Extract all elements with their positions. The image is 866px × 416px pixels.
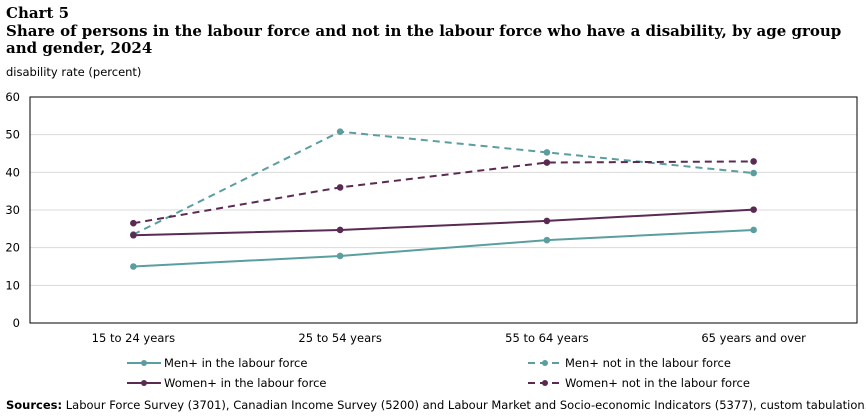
data-point xyxy=(750,158,757,165)
data-point xyxy=(750,226,757,234)
data-point xyxy=(130,263,137,270)
sources-note: Sources: Labour Force Survey (3701), Can… xyxy=(6,398,866,412)
legend-swatch-marker xyxy=(141,380,147,386)
series-line-2 xyxy=(132,130,754,236)
series-line-1 xyxy=(133,228,754,268)
data-point xyxy=(750,206,757,213)
legend-label: Men+ in the labour force xyxy=(164,356,307,370)
data-point xyxy=(336,184,344,191)
x-tick-label: 15 to 24 years xyxy=(92,331,175,345)
legend-label: Women+ in the labour force xyxy=(164,376,326,390)
data-point xyxy=(543,217,551,225)
series-line-4 xyxy=(133,160,754,225)
data-point xyxy=(543,159,551,166)
y-tick-label: 20 xyxy=(5,241,20,255)
plot-frame xyxy=(29,96,858,324)
series-line-3 xyxy=(133,208,754,237)
data-point xyxy=(130,219,137,227)
legend-swatch-marker xyxy=(141,360,147,366)
legend-swatch-marker xyxy=(542,360,548,366)
y-tick-label: 60 xyxy=(5,90,20,104)
chart-title: Share of persons in the labour force and… xyxy=(6,22,842,57)
x-tick-label: 55 to 64 years xyxy=(505,331,588,345)
y-tick-label: 50 xyxy=(5,128,20,142)
y-tick-label: 30 xyxy=(5,203,20,217)
data-point xyxy=(336,226,344,234)
data-point xyxy=(336,128,344,135)
data-point xyxy=(543,236,551,244)
legend-label: Men+ not in the labour force xyxy=(565,356,731,370)
sources-text: Labour Force Survey (3701), Canadian Inc… xyxy=(62,398,866,412)
legend-label: Women+ not in the labour force xyxy=(565,376,750,390)
x-tick-label: 25 to 54 years xyxy=(298,331,381,345)
y-tick-label: 40 xyxy=(5,165,20,179)
x-tick-label: 65 years and over xyxy=(701,331,806,345)
line-chart: 0 10 20 30 40 50 60 15 to 24 years 25 to 54 year… xyxy=(5,90,858,390)
y-tick-label: 0 xyxy=(13,316,20,330)
y-tick-label: 10 xyxy=(5,278,20,292)
y-axis-label: disability rate (percent) xyxy=(6,65,142,79)
data-point xyxy=(336,252,344,260)
chart-label: Chart 5 xyxy=(6,4,70,22)
legend-swatch-marker xyxy=(542,380,548,386)
sources-label: Sources: xyxy=(6,398,63,412)
data-point xyxy=(750,169,757,177)
data-point xyxy=(130,231,137,239)
data-point xyxy=(543,149,551,156)
